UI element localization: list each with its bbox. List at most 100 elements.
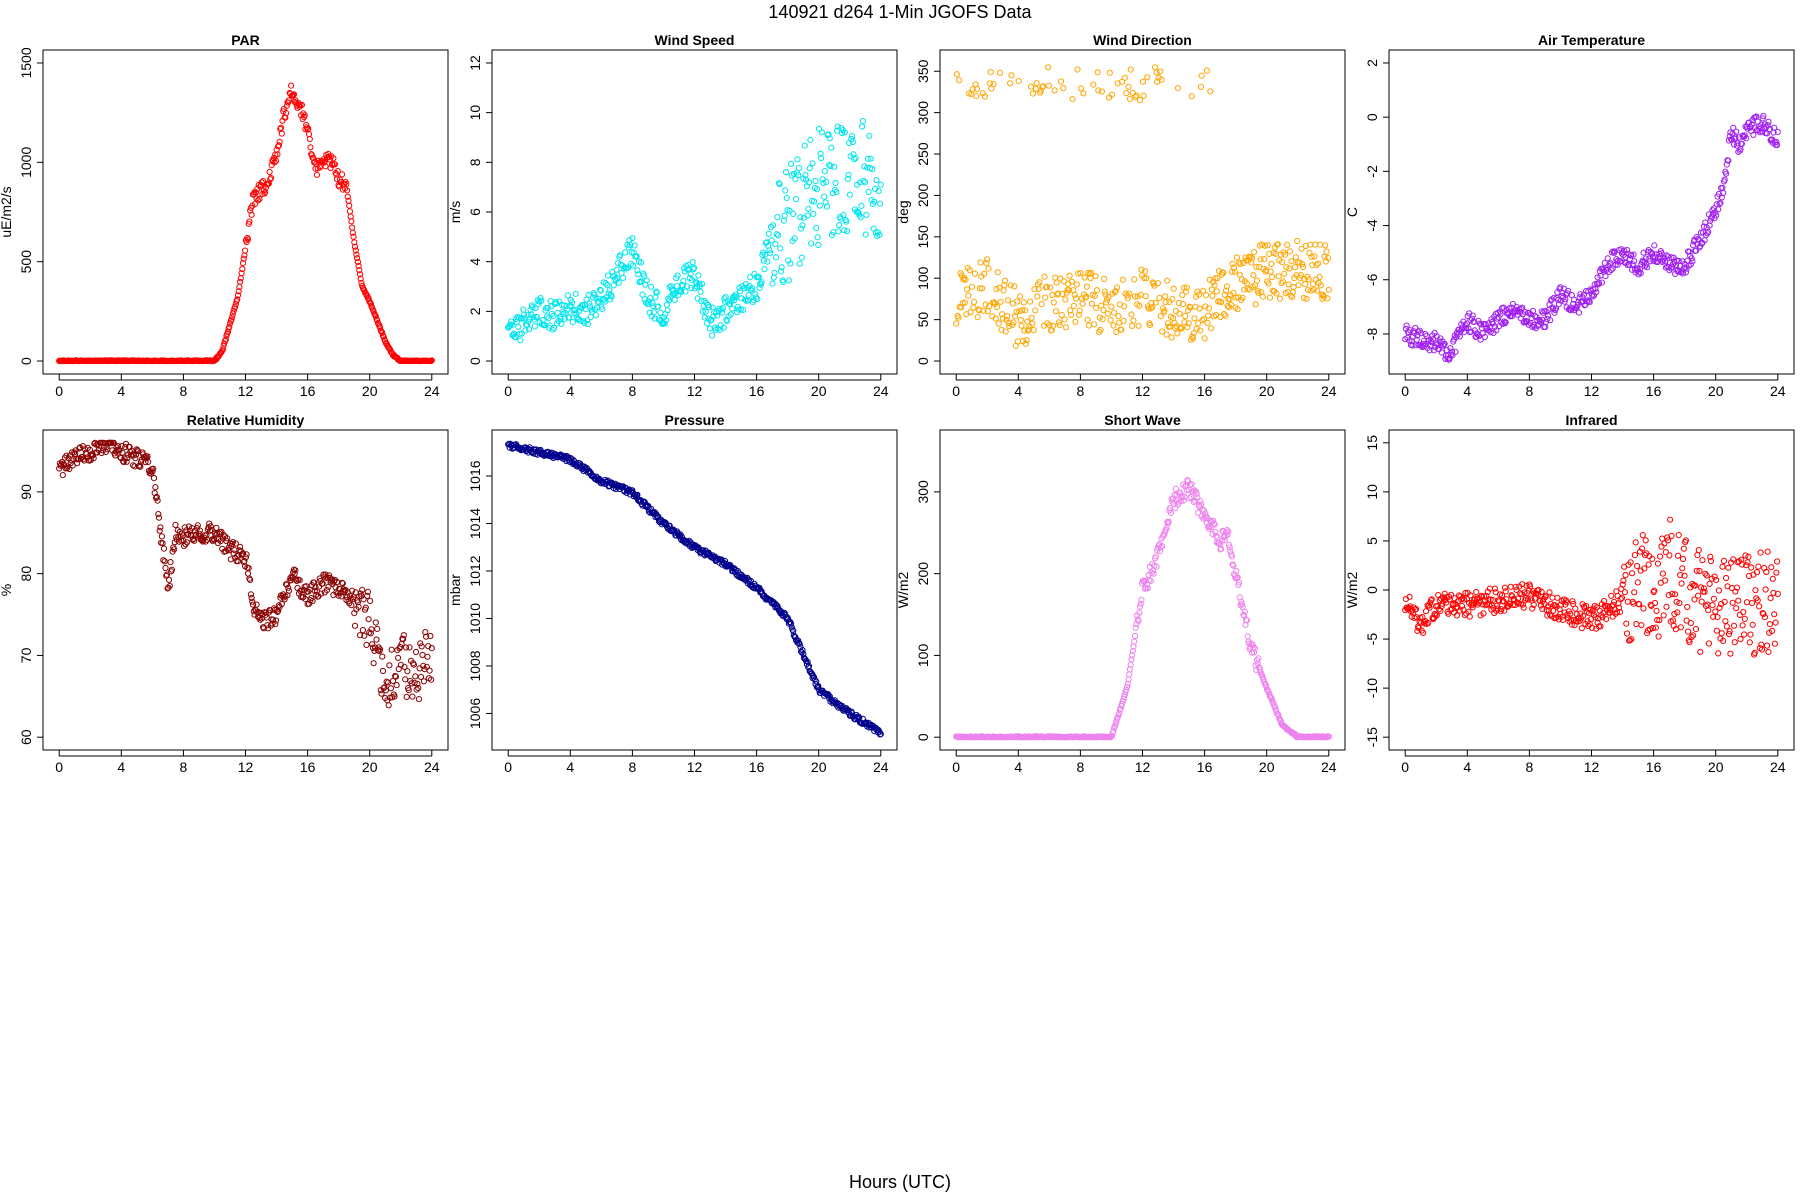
data-point [742,296,749,303]
y-tick-label: 350 [915,59,931,83]
data-point [1747,124,1754,131]
data-point [1255,289,1262,296]
data-point [1142,293,1149,300]
data-point [99,447,107,454]
data-point [1226,296,1233,303]
data-point [1027,298,1034,305]
data-point [1713,577,1720,584]
x-tick-label: 0 [1401,383,1409,399]
data-point [1177,498,1185,505]
data-point [1645,561,1652,568]
data-point [691,264,698,271]
data-point [1649,555,1656,563]
data-point [766,247,773,254]
data-point [604,281,611,289]
data-point [1660,612,1667,619]
data-point [977,259,984,266]
data-point [1668,532,1675,540]
data-point [1266,250,1273,257]
data-point [1185,320,1192,327]
data-point [285,587,292,594]
data-point [1082,294,1089,301]
data-point [781,212,788,219]
data-point [1409,607,1416,614]
data-point [1213,533,1220,540]
data-point [238,270,245,277]
data-point [1228,301,1235,308]
data-point [1101,275,1108,283]
data-point [1294,237,1301,245]
data-point [953,71,961,78]
data-point [788,620,795,627]
y-tick-label: 1000 [18,147,34,178]
data-point [1124,680,1131,687]
data-point [1153,563,1160,570]
data-point [1523,582,1530,589]
data-point [1110,322,1117,329]
data-point [1220,269,1227,276]
data-point [961,274,968,282]
data-point [420,678,427,685]
data-point [1689,258,1696,265]
data-point [1317,282,1325,289]
data-point [1144,74,1151,81]
data-point [976,285,984,292]
data-point [818,129,826,136]
data-point [1108,303,1115,310]
y-axis-label: W/m2 [895,572,911,609]
data-point [173,534,180,541]
data-point [1629,261,1636,268]
data-point [1073,295,1080,302]
data-point [266,168,273,175]
data-point [1290,283,1297,291]
data-point [990,81,997,88]
data-point [727,311,734,318]
data-point [1001,277,1009,284]
x-tick-label: 20 [1708,759,1724,775]
data-point [368,626,375,633]
data-point [1121,303,1128,310]
data-point [334,168,341,175]
data-point [1558,292,1565,300]
data-point [1176,310,1183,317]
data-point [1547,611,1554,618]
x-tick-label: 24 [424,383,440,399]
data-point [719,304,727,312]
data-point [1544,315,1551,323]
data-point [274,151,281,158]
data-point [833,127,841,134]
data-point [1195,320,1202,327]
data-point [349,229,356,236]
data-point [861,163,868,170]
data-point [742,281,749,288]
data-point [1761,614,1769,621]
data-point [1646,258,1654,265]
y-tick-label: 0 [915,357,931,365]
data-point [793,195,800,203]
data-point [517,337,524,344]
data-point [1589,293,1596,300]
data-point [1690,632,1697,639]
data-point [1233,567,1240,575]
data-point [1312,241,1319,248]
data-point [1141,268,1149,275]
data-point [1593,289,1600,296]
data-point [772,254,780,261]
y-tick-label: 60 [18,729,34,745]
data-point [582,305,589,313]
data-point [1741,132,1748,139]
data-point [1197,327,1204,334]
data-point [1028,314,1035,321]
x-tick-label: 24 [1321,383,1337,399]
data-point [245,565,252,572]
data-point [811,676,818,683]
data-point [414,680,421,688]
data-point [804,212,811,219]
data-point [202,538,209,545]
data-point [849,138,856,145]
data-point [387,694,394,701]
data-point [159,540,166,547]
data-point [1017,293,1024,300]
data-point [1011,283,1018,290]
